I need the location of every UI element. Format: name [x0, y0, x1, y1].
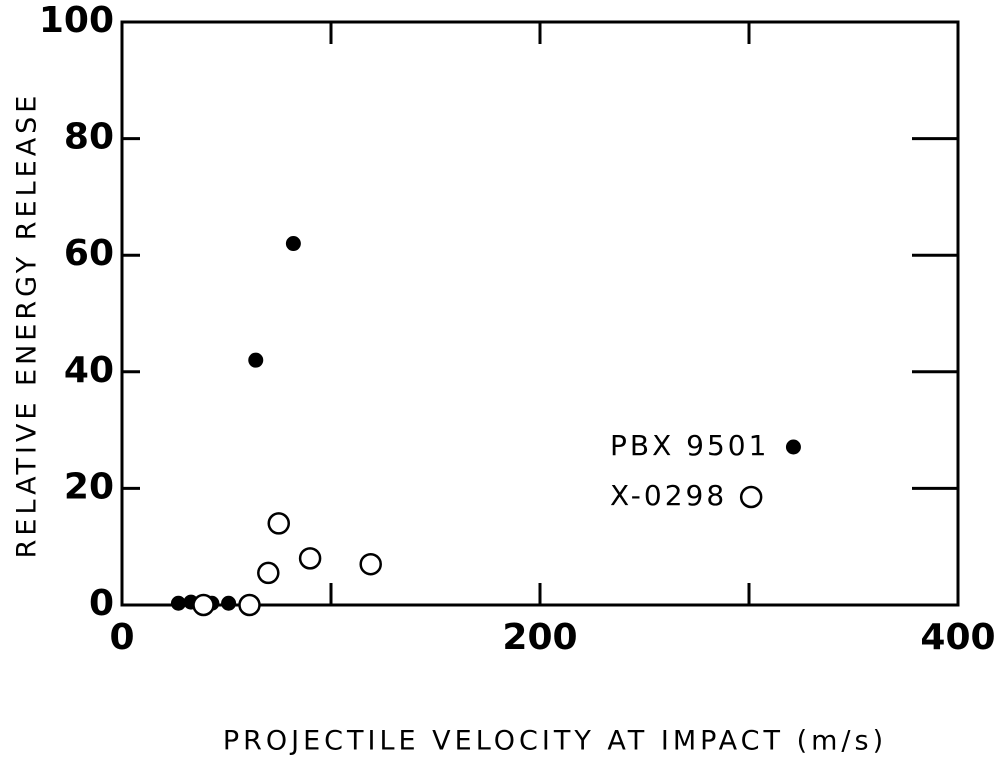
- point: [248, 352, 264, 368]
- point: [221, 595, 237, 611]
- point: [192, 593, 215, 617]
- legend-label: PBX 9501: [610, 429, 769, 462]
- y-tick-label: 100: [39, 0, 114, 41]
- legend-label: X-0298: [610, 479, 727, 512]
- x-tick-label: 200: [502, 617, 577, 658]
- y-tick-label: 60: [64, 233, 114, 274]
- point: [257, 561, 280, 585]
- point: [238, 593, 261, 617]
- y-tick-label: 80: [64, 117, 114, 158]
- plot-frame: [120, 20, 960, 607]
- point: [298, 547, 322, 570]
- x-axis-label: PROJECTILE VELOCITY AT IMPACT (m/s): [223, 726, 887, 757]
- x-tick-label: 0: [109, 617, 134, 658]
- legend-marker: [785, 439, 801, 455]
- point: [359, 552, 382, 576]
- x-tick-label: 400: [920, 617, 995, 658]
- legend-marker: [739, 485, 763, 509]
- point: [267, 512, 290, 535]
- y-tick-label: 20: [64, 466, 114, 507]
- y-tick-label: 40: [64, 350, 114, 391]
- y-axis-label: RELATIVE ENERGY RELEASE: [12, 92, 43, 559]
- point: [285, 236, 301, 252]
- y-tick-label: 0: [89, 583, 114, 624]
- point: [170, 595, 186, 611]
